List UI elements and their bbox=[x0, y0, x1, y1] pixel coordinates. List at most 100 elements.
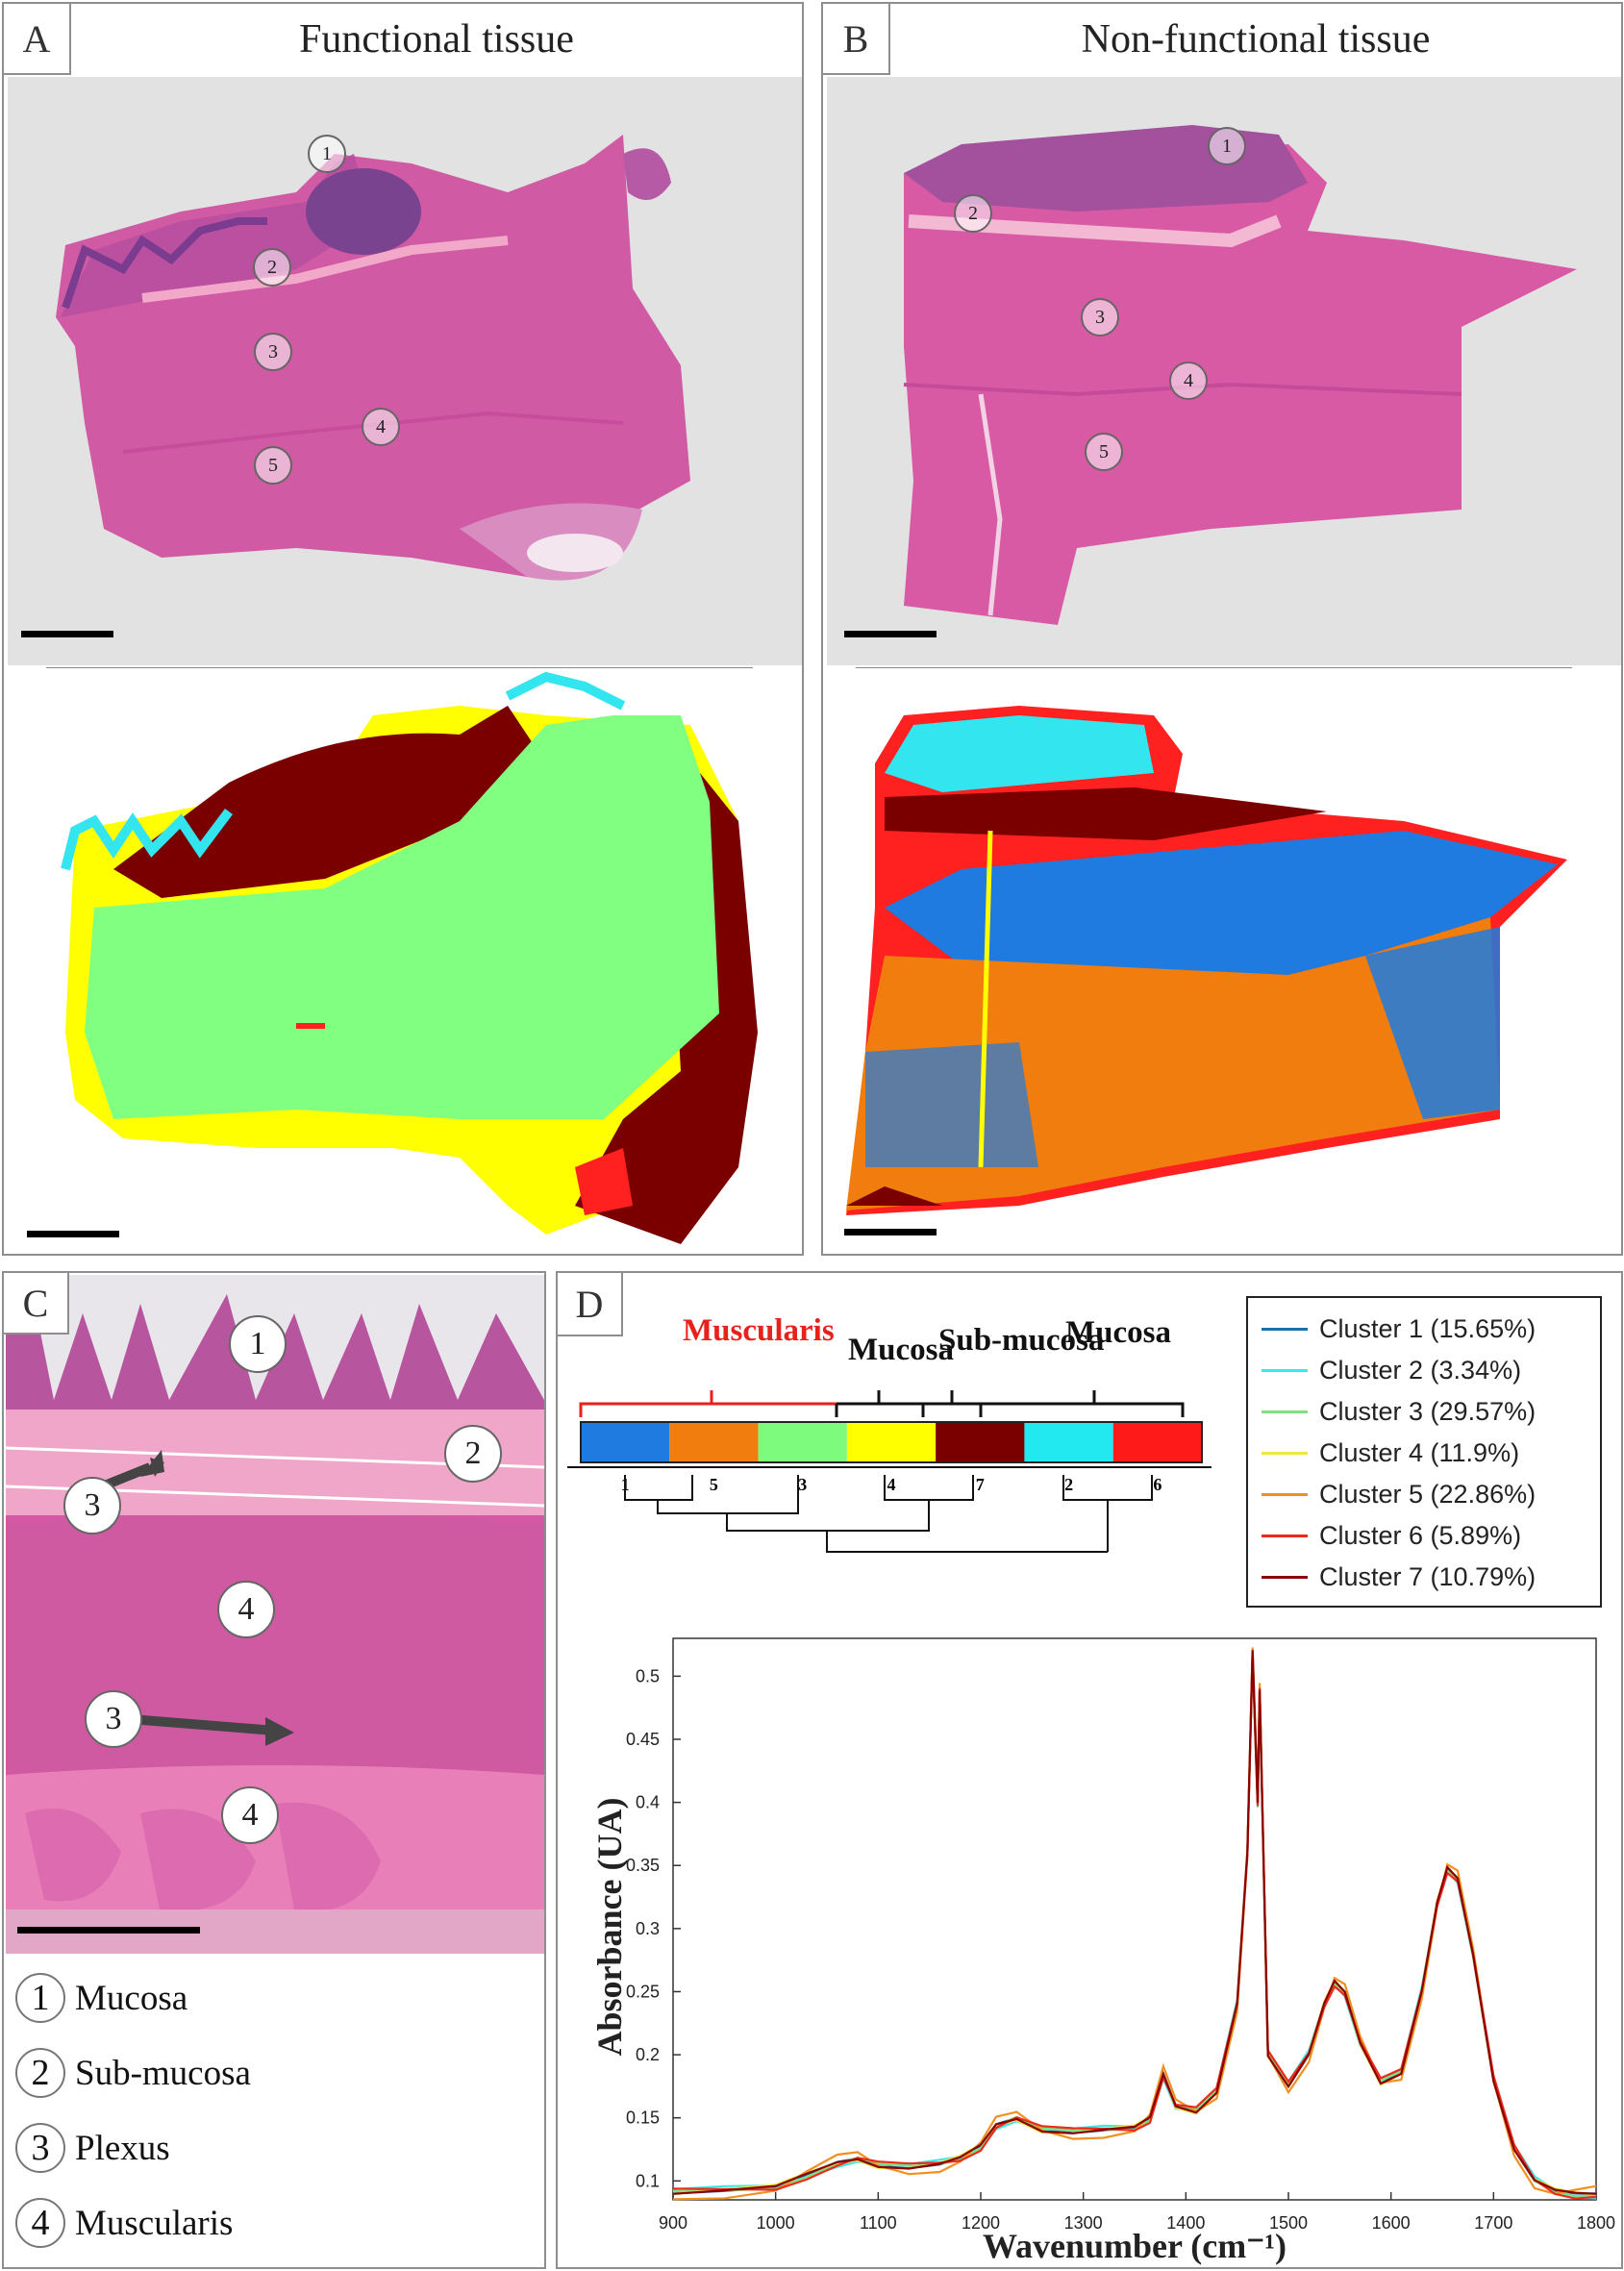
absorbance-spectrum-chart: 900 1000 1100 1200 1300 1400 1500 1600 1700 1800 0… bbox=[590, 1637, 1615, 2265]
marker-2: 2 bbox=[444, 1425, 502, 1483]
cluster-color-bar bbox=[581, 1422, 1202, 1462]
marker-3: 3 bbox=[63, 1477, 121, 1535]
panel-a: A Functional tissue 1 2 3 4 5 bbox=[2, 2, 804, 1256]
x-tick-label: 1000 bbox=[757, 2213, 795, 2233]
legend-number: 4 bbox=[15, 2198, 65, 2248]
legend-label: Cluster 7 (10.79%) bbox=[1319, 1561, 1537, 1591]
legend-swatch bbox=[1262, 1410, 1308, 1413]
marker-4: 4 bbox=[1169, 362, 1208, 400]
panel-a-histology-image: 1 2 3 4 5 bbox=[8, 77, 802, 665]
y-tick-label: 0.45 bbox=[626, 1730, 660, 1749]
legend-label: Cluster 3 (29.57%) bbox=[1319, 1396, 1537, 1426]
legend-label: Cluster 1 (15.65%) bbox=[1319, 1313, 1537, 1343]
legend-entry: Cluster 7 (10.79%) bbox=[1262, 1558, 1536, 1596]
x-tick-label: 1500 bbox=[1269, 2213, 1308, 2233]
legend-label: Muscularis bbox=[75, 2203, 234, 2243]
cluster-color-segment bbox=[1112, 1422, 1202, 1462]
panel-a-cluster-map bbox=[46, 667, 758, 1244]
legend-entry: Cluster 5 (22.86%) bbox=[1262, 1475, 1536, 1513]
legend-entry: Cluster 6 (5.89%) bbox=[1262, 1516, 1521, 1555]
x-tick-label: 900 bbox=[659, 2213, 687, 2233]
marker-4: 4 bbox=[221, 1786, 279, 1844]
marker-3: 3 bbox=[85, 1690, 142, 1748]
legend-item-muscularis: 4 Muscularis bbox=[15, 2196, 233, 2250]
x-tick-label: 1700 bbox=[1474, 2213, 1512, 2233]
legend-number: 3 bbox=[15, 2123, 65, 2173]
legend-label: Cluster 5 (22.86%) bbox=[1319, 1479, 1537, 1509]
panel-d-label: D bbox=[558, 1273, 623, 1336]
scale-bar bbox=[17, 1927, 200, 1934]
legend-label: Cluster 4 (11.9%) bbox=[1319, 1437, 1520, 1467]
marker-2: 2 bbox=[954, 194, 992, 233]
legend-entry: Cluster 2 (3.34%) bbox=[1262, 1351, 1521, 1389]
group-label-mucosa: Mucosa bbox=[1065, 1315, 1171, 1350]
marker-4: 4 bbox=[217, 1581, 275, 1638]
marker-3: 3 bbox=[254, 333, 292, 371]
panel-b-title: Non-functional tissue bbox=[1081, 17, 1431, 62]
panel-b-cluster-map bbox=[846, 667, 1572, 1215]
series-line bbox=[672, 1650, 1597, 2195]
legend-swatch bbox=[1262, 1368, 1308, 1372]
x-axis-label: Wavenumber (cm⁻¹) bbox=[983, 2227, 1287, 2265]
marker-3: 3 bbox=[1081, 298, 1119, 337]
scale-bar bbox=[27, 1231, 119, 1237]
legend-swatch bbox=[1262, 1451, 1308, 1455]
series-line bbox=[672, 1653, 1597, 2198]
legend-swatch bbox=[1262, 1492, 1308, 1496]
series-line bbox=[672, 1656, 1597, 2200]
y-tick-label: 0.4 bbox=[636, 1793, 660, 1812]
x-tick-label: 1600 bbox=[1372, 2213, 1411, 2233]
legend-entry: Cluster 4 (11.9%) bbox=[1262, 1434, 1519, 1472]
dendrogram-leaf-label: 7 bbox=[976, 1475, 985, 1494]
y-tick-label: 0.35 bbox=[626, 1856, 660, 1875]
cluster-color-segment bbox=[936, 1422, 1025, 1462]
legend-swatch bbox=[1262, 1534, 1308, 1537]
dendrogram-leaf-label: 2 bbox=[1064, 1475, 1073, 1494]
y-tick-label: 0.25 bbox=[626, 1982, 660, 2001]
cluster-color-segment bbox=[1024, 1422, 1113, 1462]
cluster-color-segment bbox=[846, 1422, 937, 1462]
marker-5: 5 bbox=[254, 446, 292, 485]
scale-bar bbox=[21, 631, 113, 637]
panel-a-title: Functional tissue bbox=[299, 17, 574, 62]
legend-item-mucosa: 1 Mucosa bbox=[15, 1971, 187, 2025]
dendrogram-leaf-label: 3 bbox=[798, 1475, 807, 1494]
marker-5: 5 bbox=[1085, 433, 1123, 471]
panel-b-label: B bbox=[823, 4, 890, 75]
legend-label: Plexus bbox=[75, 2128, 170, 2168]
x-tick-label: 1800 bbox=[1577, 2213, 1615, 2233]
marker-1: 1 bbox=[1208, 127, 1246, 165]
dendrogram-leaf-label: 6 bbox=[1153, 1475, 1162, 1494]
legend-label: Cluster 6 (5.89%) bbox=[1319, 1520, 1522, 1550]
legend-label: Cluster 2 (3.34%) bbox=[1319, 1355, 1522, 1385]
marker-4: 4 bbox=[362, 408, 400, 446]
cluster-color-segment bbox=[669, 1422, 759, 1462]
panel-c-legend: 1 Mucosa 2 Sub-mucosa 3 Plexus 4 Muscula… bbox=[4, 1954, 544, 2267]
legend-entry: Cluster 1 (15.65%) bbox=[1262, 1310, 1536, 1348]
y-axis-label: Absorbance (UA) bbox=[590, 1798, 629, 2057]
cluster-color-segment bbox=[581, 1422, 670, 1462]
x-tick-label: 1100 bbox=[860, 2213, 897, 2233]
legend-item-sub-mucosa: 2 Sub-mucosa bbox=[15, 2046, 251, 2100]
y-tick-label: 0.15 bbox=[626, 2109, 660, 2128]
group-label-sub-mucosa: Sub-mucosa bbox=[938, 1323, 1104, 1358]
cluster-color-segment bbox=[758, 1422, 847, 1462]
x-tick-label: 1400 bbox=[1166, 2213, 1205, 2233]
legend-entry: Cluster 3 (29.57%) bbox=[1262, 1392, 1536, 1431]
series-line bbox=[672, 1647, 1597, 2201]
legend-number: 1 bbox=[15, 1973, 65, 2023]
legend-swatch bbox=[1262, 1327, 1308, 1331]
panel-c-histology-image: 1 2 3 4 3 4 bbox=[6, 1275, 544, 1954]
x-tick-label: 1300 bbox=[1064, 2213, 1103, 2233]
series-line bbox=[672, 1649, 1597, 2196]
legend-swatch bbox=[1262, 1575, 1308, 1579]
series-line bbox=[672, 1654, 1597, 2200]
y-tick-label: 0.2 bbox=[636, 2045, 660, 2064]
legend-number: 2 bbox=[15, 2048, 65, 2098]
group-label-mucosa: Mucosa bbox=[848, 1333, 954, 1367]
y-tick-label: 0.1 bbox=[636, 2171, 660, 2190]
y-tick-label: 0.5 bbox=[636, 1666, 660, 1685]
marker-1: 1 bbox=[308, 135, 346, 173]
